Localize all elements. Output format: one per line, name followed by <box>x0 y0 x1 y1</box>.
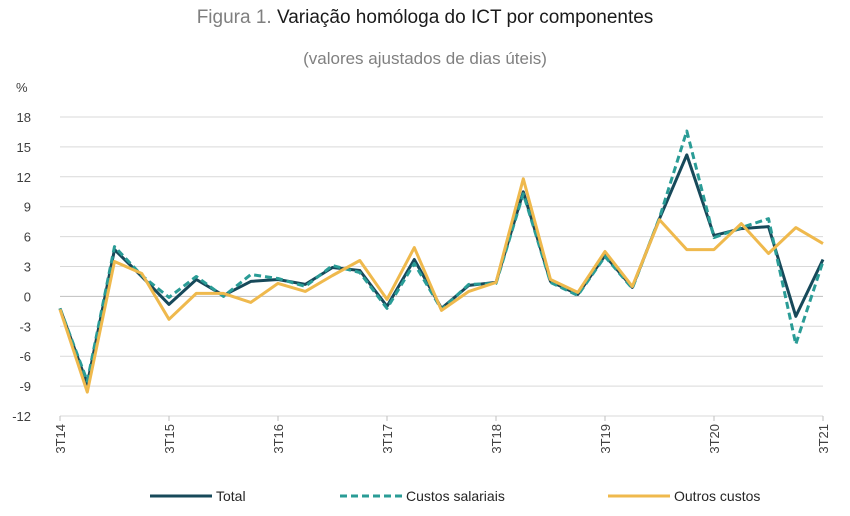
legend-label: Total <box>216 488 246 504</box>
y-axis: 18 15 12 9 6 3 0 -3 -6 -9 -12 <box>12 110 31 424</box>
x-tick-label: 3T17 <box>380 424 395 454</box>
chart-title-prefix: Figura 1. <box>196 7 272 28</box>
x-tick-label: 3T20 <box>707 424 722 454</box>
x-tick-label: 3T16 <box>271 424 286 454</box>
y-tick-label: -3 <box>19 319 31 334</box>
x-tick-label: 3T14 <box>53 424 68 454</box>
series-line-custos-salariais <box>58 129 825 383</box>
y-axis-label: % <box>16 80 28 95</box>
legend-label: Custos salariais <box>406 488 505 504</box>
series-line-outros-custos <box>58 177 824 394</box>
x-tick-label: 3T15 <box>162 424 177 454</box>
y-tick-label: 6 <box>24 230 31 245</box>
series-line-total <box>58 153 825 386</box>
y-tick-label: 12 <box>17 170 31 185</box>
legend-label: Outros custos <box>674 488 760 504</box>
y-tick-label: 18 <box>17 110 31 125</box>
x-axis: 3T14 3T15 3T16 3T17 3T18 3T19 3T20 3T21 <box>53 416 831 454</box>
chart-title-main: Variação homóloga do ICT por componentes <box>276 7 654 28</box>
legend: Total Custos salariais Outros custos <box>150 488 760 504</box>
series-lines <box>58 129 825 394</box>
y-tick-label: 3 <box>24 260 31 275</box>
x-tick-label: 3T18 <box>489 424 504 454</box>
y-tick-label: -12 <box>12 409 31 424</box>
x-tick-label: 3T19 <box>598 424 613 454</box>
chart-title: Figura 1. Variação homóloga do ICT por c… <box>0 4 850 32</box>
y-tick-label: -9 <box>19 379 31 394</box>
y-tick-label: 0 <box>24 289 31 304</box>
chart-subtitle: (valores ajustados de dias úteis) <box>303 49 547 68</box>
y-tick-label: 15 <box>17 140 31 155</box>
y-tick-label: 9 <box>24 200 31 215</box>
y-tick-label: -6 <box>19 349 31 364</box>
x-tick-label: 3T21 <box>816 424 831 454</box>
gridlines <box>60 116 823 417</box>
title-block: Figura 1. Variação homóloga do ICT por c… <box>0 4 850 72</box>
